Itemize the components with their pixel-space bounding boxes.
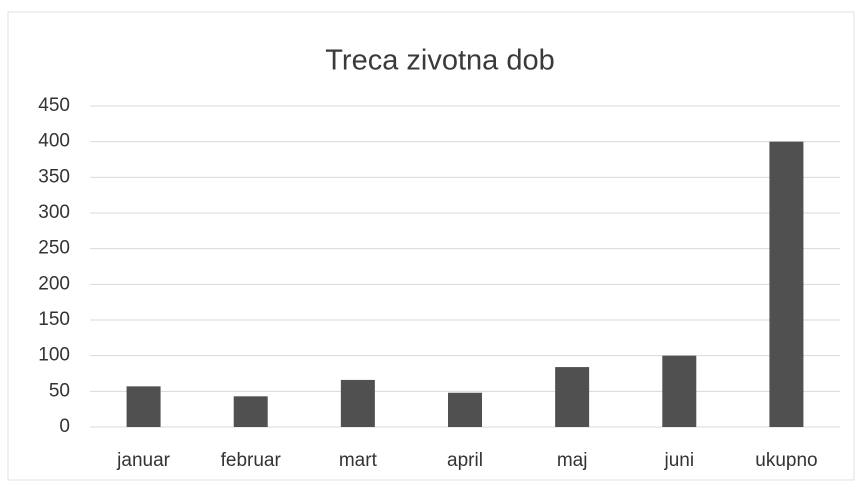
y-tick-label: 0 bbox=[59, 416, 70, 437]
x-tick-label: januar bbox=[116, 450, 170, 471]
y-tick-label: 250 bbox=[38, 238, 70, 259]
x-tick-label: mart bbox=[339, 450, 378, 471]
y-tick-label: 50 bbox=[49, 380, 70, 401]
y-tick-label: 450 bbox=[38, 95, 70, 116]
y-tick-label: 200 bbox=[38, 273, 70, 294]
bar bbox=[555, 367, 590, 427]
y-tick-label: 100 bbox=[38, 345, 70, 366]
x-tick-label: juni bbox=[663, 450, 694, 471]
bar bbox=[233, 396, 268, 427]
y-tick-label: 300 bbox=[38, 202, 70, 223]
bar bbox=[340, 379, 375, 427]
y-tick-label: 400 bbox=[38, 131, 70, 152]
y-tick-label: 350 bbox=[38, 166, 70, 187]
bar bbox=[662, 355, 697, 427]
bar bbox=[448, 392, 482, 427]
x-tick-label: ukupno bbox=[755, 450, 817, 471]
chart-title: Treca zivotna dob bbox=[325, 45, 554, 77]
bar bbox=[769, 141, 804, 427]
bar bbox=[126, 386, 161, 427]
x-tick-label: april bbox=[447, 450, 483, 471]
x-tick-label: februar bbox=[221, 450, 282, 471]
x-tick-label: maj bbox=[557, 450, 588, 471]
y-tick-label: 150 bbox=[38, 309, 70, 330]
